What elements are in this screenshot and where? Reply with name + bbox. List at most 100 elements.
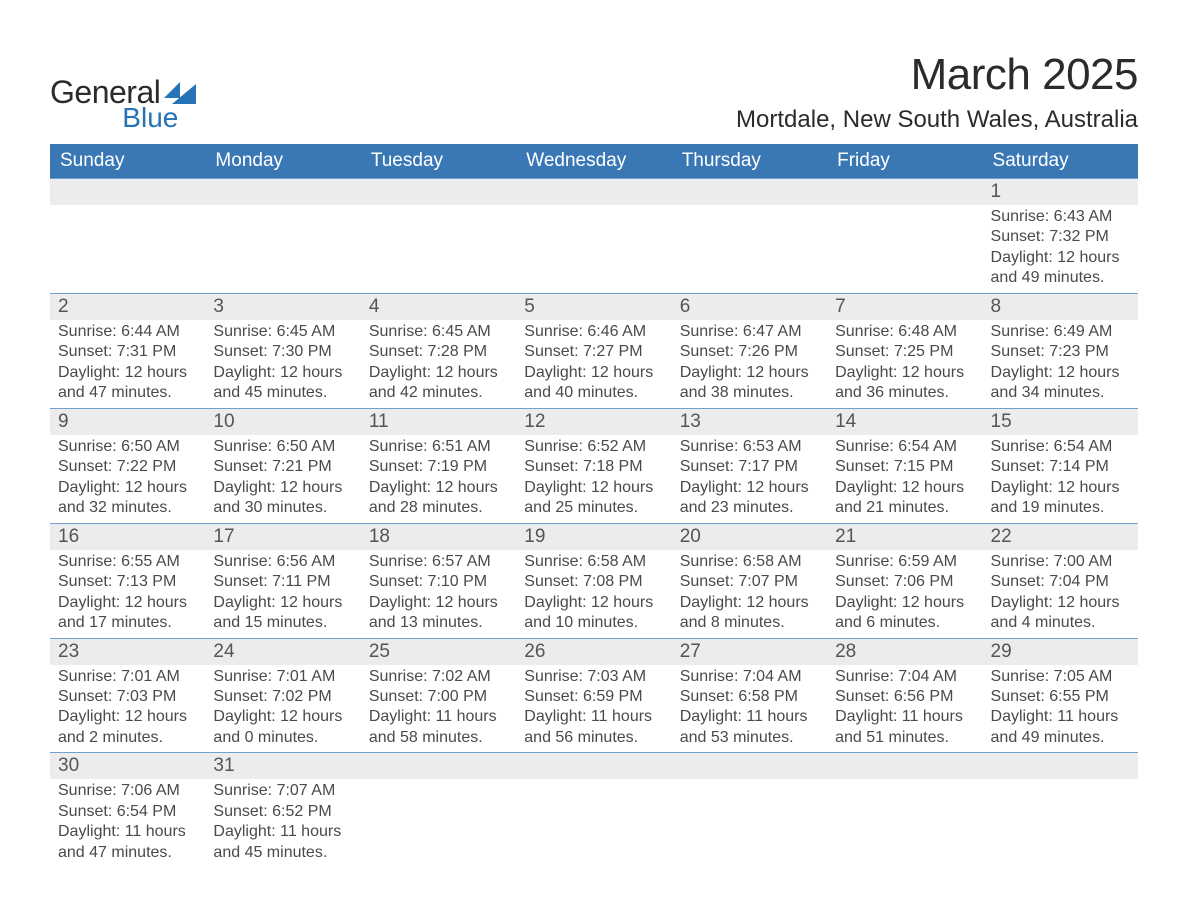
detail-row: Sunrise: 6:43 AMSunset: 7:32 PMDaylight:… bbox=[50, 205, 1138, 293]
day-number-cell: 12 bbox=[516, 408, 671, 435]
day-number-cell: 28 bbox=[827, 638, 982, 665]
day-detail-cell: Sunrise: 6:45 AMSunset: 7:28 PMDaylight:… bbox=[361, 320, 516, 408]
weekday-header: Monday bbox=[205, 144, 360, 179]
day-detail-cell: Sunrise: 6:54 AMSunset: 7:14 PMDaylight:… bbox=[983, 435, 1138, 523]
day-detail-cell bbox=[516, 779, 671, 867]
day-number-cell bbox=[983, 753, 1138, 780]
detail-row: Sunrise: 6:44 AMSunset: 7:31 PMDaylight:… bbox=[50, 320, 1138, 408]
brand-line2: Blue bbox=[122, 104, 178, 132]
day-number-cell bbox=[205, 179, 360, 206]
day-number-cell: 30 bbox=[50, 753, 205, 780]
day-number-cell: 18 bbox=[361, 523, 516, 550]
day-detail-cell: Sunrise: 6:50 AMSunset: 7:21 PMDaylight:… bbox=[205, 435, 360, 523]
day-detail-cell: Sunrise: 6:57 AMSunset: 7:10 PMDaylight:… bbox=[361, 550, 516, 638]
day-number-cell bbox=[827, 179, 982, 206]
day-detail-cell bbox=[50, 205, 205, 293]
calendar-table: SundayMondayTuesdayWednesdayThursdayFrid… bbox=[50, 144, 1138, 867]
brand-triangle-icon bbox=[164, 82, 198, 104]
day-detail-cell: Sunrise: 7:03 AMSunset: 6:59 PMDaylight:… bbox=[516, 665, 671, 753]
day-detail-cell: Sunrise: 6:48 AMSunset: 7:25 PMDaylight:… bbox=[827, 320, 982, 408]
daynum-row: 1 bbox=[50, 179, 1138, 206]
weekday-header-row: SundayMondayTuesdayWednesdayThursdayFrid… bbox=[50, 144, 1138, 179]
daynum-row: 16171819202122 bbox=[50, 523, 1138, 550]
header: General Blue March 2025 Mortdale, New So… bbox=[50, 50, 1138, 134]
day-detail-cell: Sunrise: 6:46 AMSunset: 7:27 PMDaylight:… bbox=[516, 320, 671, 408]
daynum-row: 2345678 bbox=[50, 293, 1138, 320]
day-detail-cell: Sunrise: 6:55 AMSunset: 7:13 PMDaylight:… bbox=[50, 550, 205, 638]
title-block: March 2025 Mortdale, New South Wales, Au… bbox=[736, 50, 1138, 134]
day-detail-cell: Sunrise: 6:43 AMSunset: 7:32 PMDaylight:… bbox=[983, 205, 1138, 293]
weekday-header: Friday bbox=[827, 144, 982, 179]
daynum-row: 23242526272829 bbox=[50, 638, 1138, 665]
day-detail-cell bbox=[361, 779, 516, 867]
day-number-cell: 5 bbox=[516, 293, 671, 320]
detail-row: Sunrise: 6:50 AMSunset: 7:22 PMDaylight:… bbox=[50, 435, 1138, 523]
day-detail-cell: Sunrise: 7:07 AMSunset: 6:52 PMDaylight:… bbox=[205, 779, 360, 867]
day-detail-cell: Sunrise: 7:06 AMSunset: 6:54 PMDaylight:… bbox=[50, 779, 205, 867]
day-number-cell: 24 bbox=[205, 638, 360, 665]
weekday-header: Tuesday bbox=[361, 144, 516, 179]
weekday-header: Wednesday bbox=[516, 144, 671, 179]
day-detail-cell bbox=[672, 205, 827, 293]
day-number-cell bbox=[516, 753, 671, 780]
weekday-header: Saturday bbox=[983, 144, 1138, 179]
day-number-cell bbox=[672, 179, 827, 206]
day-detail-cell bbox=[672, 779, 827, 867]
day-number-cell: 13 bbox=[672, 408, 827, 435]
day-number-cell: 19 bbox=[516, 523, 671, 550]
day-number-cell: 31 bbox=[205, 753, 360, 780]
day-detail-cell: Sunrise: 6:58 AMSunset: 7:08 PMDaylight:… bbox=[516, 550, 671, 638]
day-number-cell: 26 bbox=[516, 638, 671, 665]
day-number-cell: 23 bbox=[50, 638, 205, 665]
day-number-cell: 27 bbox=[672, 638, 827, 665]
page-title: March 2025 bbox=[736, 50, 1138, 100]
day-detail-cell: Sunrise: 6:51 AMSunset: 7:19 PMDaylight:… bbox=[361, 435, 516, 523]
day-number-cell bbox=[516, 179, 671, 206]
day-detail-cell: Sunrise: 7:01 AMSunset: 7:03 PMDaylight:… bbox=[50, 665, 205, 753]
day-number-cell: 10 bbox=[205, 408, 360, 435]
day-number-cell: 11 bbox=[361, 408, 516, 435]
day-detail-cell: Sunrise: 6:56 AMSunset: 7:11 PMDaylight:… bbox=[205, 550, 360, 638]
day-detail-cell: Sunrise: 6:52 AMSunset: 7:18 PMDaylight:… bbox=[516, 435, 671, 523]
day-number-cell bbox=[827, 753, 982, 780]
day-number-cell: 4 bbox=[361, 293, 516, 320]
day-detail-cell: Sunrise: 7:05 AMSunset: 6:55 PMDaylight:… bbox=[983, 665, 1138, 753]
brand-logo: General Blue bbox=[50, 50, 198, 132]
weekday-header: Thursday bbox=[672, 144, 827, 179]
day-detail-cell: Sunrise: 6:45 AMSunset: 7:30 PMDaylight:… bbox=[205, 320, 360, 408]
day-detail-cell: Sunrise: 6:49 AMSunset: 7:23 PMDaylight:… bbox=[983, 320, 1138, 408]
day-detail-cell: Sunrise: 6:50 AMSunset: 7:22 PMDaylight:… bbox=[50, 435, 205, 523]
detail-row: Sunrise: 7:01 AMSunset: 7:03 PMDaylight:… bbox=[50, 665, 1138, 753]
day-number-cell bbox=[361, 753, 516, 780]
day-number-cell: 1 bbox=[983, 179, 1138, 206]
day-number-cell: 9 bbox=[50, 408, 205, 435]
day-detail-cell: Sunrise: 7:04 AMSunset: 6:56 PMDaylight:… bbox=[827, 665, 982, 753]
daynum-row: 9101112131415 bbox=[50, 408, 1138, 435]
day-number-cell bbox=[672, 753, 827, 780]
day-number-cell: 22 bbox=[983, 523, 1138, 550]
day-detail-cell: Sunrise: 6:59 AMSunset: 7:06 PMDaylight:… bbox=[827, 550, 982, 638]
day-number-cell: 8 bbox=[983, 293, 1138, 320]
day-detail-cell bbox=[827, 205, 982, 293]
day-detail-cell: Sunrise: 6:54 AMSunset: 7:15 PMDaylight:… bbox=[827, 435, 982, 523]
daynum-row: 3031 bbox=[50, 753, 1138, 780]
day-detail-cell: Sunrise: 7:01 AMSunset: 7:02 PMDaylight:… bbox=[205, 665, 360, 753]
location-subtitle: Mortdale, New South Wales, Australia bbox=[736, 106, 1138, 134]
day-detail-cell: Sunrise: 6:58 AMSunset: 7:07 PMDaylight:… bbox=[672, 550, 827, 638]
weekday-header: Sunday bbox=[50, 144, 205, 179]
day-number-cell bbox=[361, 179, 516, 206]
day-detail-cell: Sunrise: 7:00 AMSunset: 7:04 PMDaylight:… bbox=[983, 550, 1138, 638]
day-number-cell: 16 bbox=[50, 523, 205, 550]
day-detail-cell bbox=[361, 205, 516, 293]
day-detail-cell bbox=[205, 205, 360, 293]
day-detail-cell: Sunrise: 7:04 AMSunset: 6:58 PMDaylight:… bbox=[672, 665, 827, 753]
detail-row: Sunrise: 7:06 AMSunset: 6:54 PMDaylight:… bbox=[50, 779, 1138, 867]
day-number-cell: 2 bbox=[50, 293, 205, 320]
day-number-cell: 29 bbox=[983, 638, 1138, 665]
day-number-cell: 25 bbox=[361, 638, 516, 665]
day-number-cell: 17 bbox=[205, 523, 360, 550]
day-number-cell: 15 bbox=[983, 408, 1138, 435]
day-detail-cell: Sunrise: 7:02 AMSunset: 7:00 PMDaylight:… bbox=[361, 665, 516, 753]
day-detail-cell: Sunrise: 6:53 AMSunset: 7:17 PMDaylight:… bbox=[672, 435, 827, 523]
day-number-cell: 6 bbox=[672, 293, 827, 320]
